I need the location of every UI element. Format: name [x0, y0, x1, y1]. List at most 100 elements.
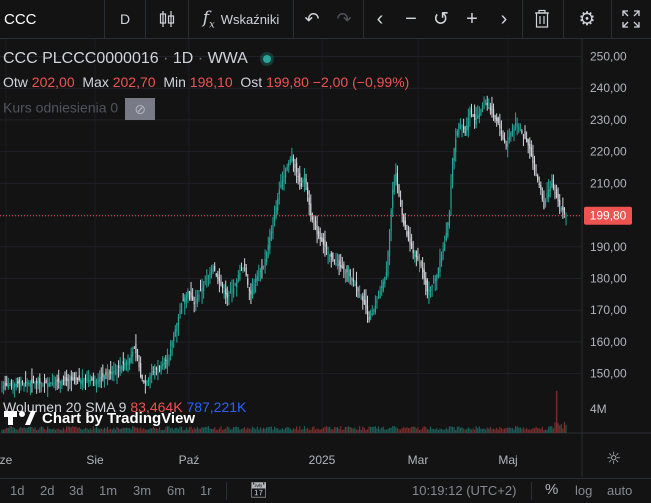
volume-bar: [73, 426, 76, 433]
volume-bar: [215, 429, 217, 433]
volume-bar: [308, 429, 310, 433]
candle-body: [382, 281, 384, 291]
percent-scale-toggle[interactable]: %: [545, 481, 559, 498]
volume-bar: [151, 428, 153, 433]
candle-body: [485, 103, 487, 105]
time-axis-settings[interactable]: ☼: [606, 449, 621, 469]
trash-icon: [535, 9, 549, 28]
volume-bar: [344, 426, 347, 433]
fullscreen-icon: [622, 10, 640, 28]
candle-body: [154, 371, 156, 375]
candle-body: [168, 357, 170, 362]
range-3d[interactable]: 3d: [69, 483, 84, 498]
volume-bar: [141, 429, 143, 433]
delete-button[interactable]: [523, 0, 561, 38]
candle-body: [349, 269, 351, 277]
volume-bar: [494, 429, 496, 433]
indicators-button[interactable]: fx Wskaźniki: [189, 0, 293, 38]
goto-date-button[interactable]: 📅︎: [249, 481, 268, 499]
volume-bar: [414, 426, 416, 433]
volume-bar: [440, 428, 443, 433]
volume-bar: [532, 428, 534, 433]
candle-body: [86, 379, 88, 381]
candle-body: [415, 251, 417, 258]
log-scale-toggle[interactable]: log: [575, 483, 593, 498]
volume-bar: [333, 427, 336, 433]
hide-eye-button[interactable]: ⊘: [125, 98, 156, 120]
candle-body: [472, 114, 474, 117]
candle-body: [225, 288, 227, 295]
fullscreen-button[interactable]: [614, 0, 648, 38]
candle-body: [541, 194, 543, 200]
candle-body: [125, 362, 128, 366]
candle-body: [559, 199, 561, 206]
redo-button[interactable]: ↷: [328, 0, 360, 38]
volume-bar: [486, 427, 488, 433]
candle-body: [277, 198, 279, 211]
candle-body: [414, 255, 416, 257]
candle-body: [379, 291, 381, 299]
reset-button[interactable]: ↺: [426, 0, 456, 38]
candle-body: [45, 379, 47, 384]
zoom-out-button[interactable]: −: [396, 0, 426, 38]
volume-bar: [338, 428, 340, 433]
symbol-search-button[interactable]: CCC: [0, 0, 108, 38]
candle-body: [433, 281, 435, 283]
symbol-label: CCC: [4, 10, 37, 28]
chart-type-button[interactable]: [146, 0, 188, 38]
candle-body: [437, 267, 439, 277]
volume-bar: [387, 428, 389, 433]
volume-bar: [29, 426, 31, 433]
settings-button[interactable]: ⚙: [568, 0, 606, 38]
candle-body: [203, 284, 205, 291]
candle-body: [255, 278, 257, 283]
scroll-right-button[interactable]: ›: [488, 0, 520, 38]
zoom-in-button[interactable]: +: [456, 0, 488, 38]
auto-scale-toggle[interactable]: auto: [607, 483, 633, 498]
candle-body: [470, 108, 473, 114]
range-1d[interactable]: 1d: [10, 483, 25, 498]
candle-body: [25, 381, 27, 384]
volume-bar: [330, 429, 332, 433]
candle-body: [532, 154, 534, 164]
candle-body: [453, 148, 455, 161]
tradingview-watermark[interactable]: Chart by TradingView: [4, 409, 195, 427]
candle-body: [403, 214, 405, 225]
price-chart[interactable]: 250,00240,00230,00220,00210,00200,00190,…: [0, 39, 651, 477]
volume-bar: [554, 422, 556, 433]
time-axis[interactable]: ze Sie Paź 2025 Mar Maj: [0, 453, 518, 467]
candle-body: [357, 288, 359, 292]
volume-bar: [384, 429, 386, 433]
volume-bar: [221, 429, 224, 433]
candle-body: [373, 310, 375, 312]
volume-bar: [459, 428, 462, 433]
volume-bar: [12, 427, 14, 433]
candle-body: [565, 215, 567, 218]
volume-bar: [31, 427, 33, 433]
candle-body: [445, 233, 447, 241]
range-3m[interactable]: 3m: [133, 483, 152, 498]
range-2d[interactable]: 2d: [40, 483, 55, 498]
candle-body: [56, 379, 58, 382]
volume-bar: [474, 429, 476, 433]
volume-bar: [423, 426, 425, 433]
candle-body: [305, 178, 307, 185]
range-1m[interactable]: 1m: [99, 483, 118, 498]
interval-button[interactable]: D: [105, 0, 145, 38]
candle-body: [165, 359, 167, 361]
range-6m[interactable]: 6m: [167, 483, 186, 498]
time-tick-label: 2025: [309, 453, 336, 467]
scroll-left-button[interactable]: ‹: [364, 0, 396, 38]
volume-bar: [240, 429, 243, 433]
candle-body: [423, 269, 425, 279]
legend-symbol: CCC PLCCC0000016: [3, 50, 159, 67]
volume-bar: [2, 429, 5, 433]
volume-bar: [382, 426, 384, 433]
price-axis[interactable]: 250,00240,00230,00220,00210,00200,00190,…: [590, 50, 627, 381]
volume-bar: [538, 428, 540, 433]
undo-button[interactable]: ↶: [296, 0, 328, 38]
volume-bar: [404, 428, 406, 433]
candle-body: [188, 291, 191, 295]
range-1r[interactable]: 1r: [200, 483, 212, 498]
clock-label[interactable]: 10:19:12 (UTC+2): [412, 483, 517, 498]
